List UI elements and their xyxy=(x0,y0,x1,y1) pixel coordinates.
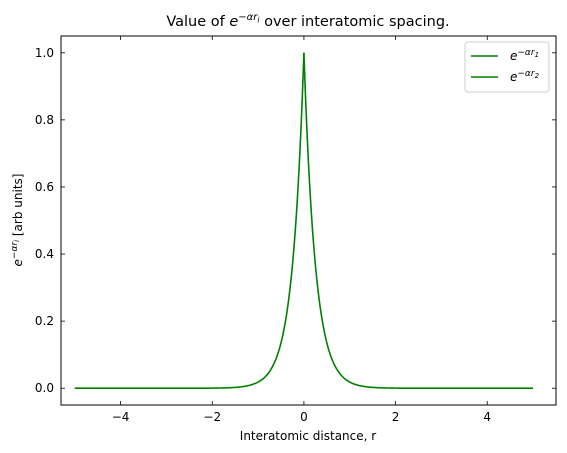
x-axis-label: Interatomic distance, r xyxy=(240,429,376,443)
y-axis-label: e−αri [arb units] xyxy=(10,174,25,267)
y-tick-label: 0.2 xyxy=(35,314,54,328)
x-tick-label: 4 xyxy=(483,410,491,424)
legend-box xyxy=(464,41,550,93)
series-lines xyxy=(74,52,534,390)
x-tick-label: 2 xyxy=(392,410,400,424)
plot-area xyxy=(60,35,557,406)
y-axis: 0.0 0.2 0.4 0.6 0.8 1.0 xyxy=(35,46,556,395)
chart-title: Value of e−αri over interatomic spacing. xyxy=(166,12,449,30)
x-tick-label: 0 xyxy=(300,410,308,424)
x-axis: −4 −2 0 2 4 xyxy=(112,36,491,424)
y-tick-label: 0.8 xyxy=(35,113,54,127)
series-line-2 xyxy=(303,52,534,390)
legend: e−αr1 e−αr2 xyxy=(464,41,550,93)
y-tick-label: 0.4 xyxy=(35,247,54,261)
series-line-1 xyxy=(74,52,305,390)
y-tick-label: 0.6 xyxy=(35,180,54,194)
legend-label-series-2: e−αr2 xyxy=(510,69,540,84)
legend-label-series-1: e−αr1 xyxy=(510,48,539,63)
y-tick-label: 0.0 xyxy=(35,381,54,395)
x-tick-label: −4 xyxy=(112,410,130,424)
x-tick-label: −2 xyxy=(203,410,221,424)
y-tick-label: 1.0 xyxy=(35,46,54,60)
